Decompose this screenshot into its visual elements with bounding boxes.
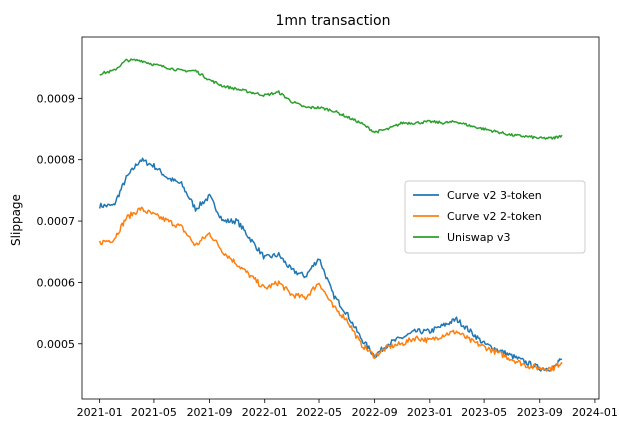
legend-label-2: Uniswap v3 <box>447 231 511 244</box>
series-line-0 <box>98 157 563 372</box>
y-axis-label: Slippage <box>9 194 23 246</box>
x-tick-label-3: 2022-01 <box>242 406 288 419</box>
x-tick-label-7: 2023-05 <box>461 406 507 419</box>
y-axis: 0.0005 0.0006 0.0007 0.0008 0.0009 <box>37 92 82 351</box>
x-axis: 2021-01 2021-05 2021-09 2022-01 2022-05 2022-… <box>77 399 618 419</box>
series-group <box>98 58 563 372</box>
legend-label-1: Curve v2 2-token <box>447 210 542 223</box>
x-tick-label-4: 2022-05 <box>296 406 342 419</box>
x-tick-label-5: 2022-09 <box>352 406 398 419</box>
x-tick-label-8: 2023-09 <box>517 406 563 419</box>
x-tick-label-6: 2023-01 <box>407 406 453 419</box>
legend-box <box>404 180 586 254</box>
axes-frame <box>81 36 600 400</box>
y-tick-label-4: 0.0009 <box>37 92 76 105</box>
legend: Curve v2 3-token Curve v2 2-token Uniswap … <box>404 180 586 254</box>
y-tick-label-0: 0.0005 <box>37 338 76 351</box>
legend-label-0: Curve v2 3-token <box>447 189 542 202</box>
y-tick-label-1: 0.0006 <box>37 276 76 289</box>
series-line-2 <box>99 58 563 140</box>
x-tick-label-0: 2021-01 <box>77 406 123 419</box>
series-line-1 <box>98 206 563 372</box>
y-tick-label-2: 0.0007 <box>37 215 76 228</box>
x-tick-label-9: 2024-01 <box>572 406 618 419</box>
x-tick-label-1: 2021-05 <box>131 406 177 419</box>
y-tick-label-3: 0.0008 <box>37 154 76 167</box>
x-tick-label-2: 2021-09 <box>187 406 233 419</box>
chart-title: 1mn transaction <box>276 13 391 29</box>
